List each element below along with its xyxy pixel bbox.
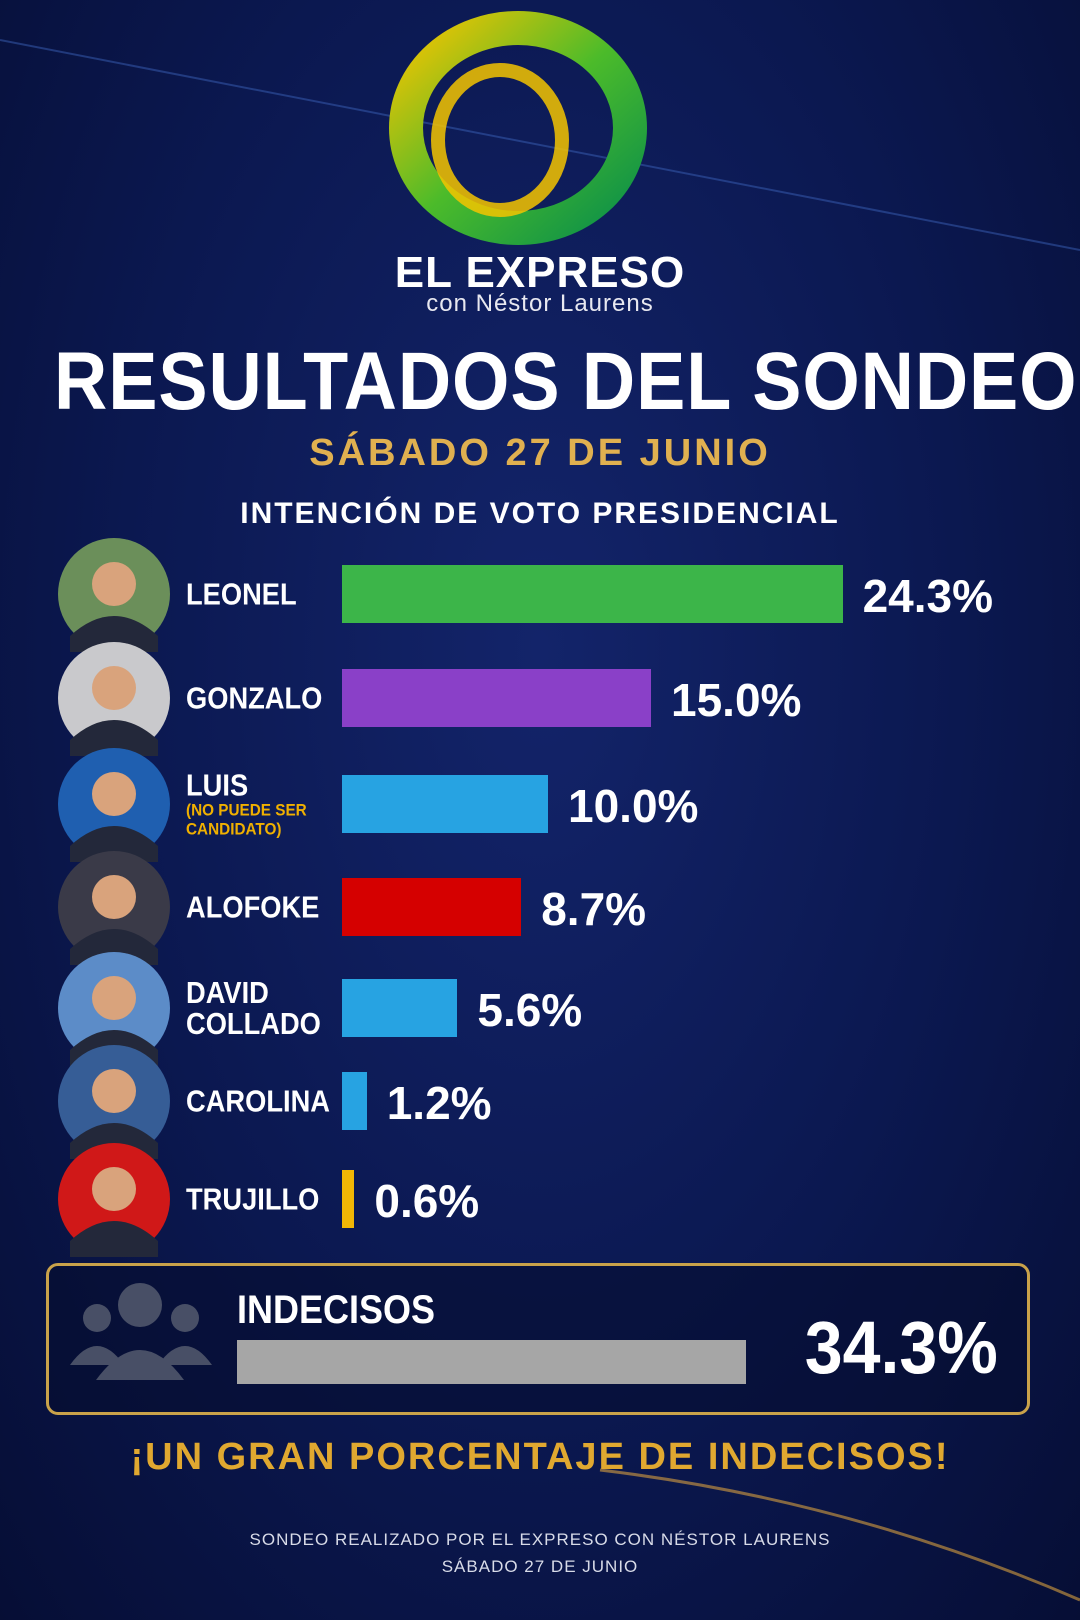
category-label: DAVID COLLADO — [186, 975, 321, 1041]
brand: EL EXPRESO — [394, 248, 686, 297]
category-label: CAROLINA — [186, 1083, 330, 1119]
avatar-image — [58, 851, 170, 965]
category-group: CAROLINA — [186, 1086, 346, 1117]
avatar — [56, 536, 172, 652]
category-group: LUIS (NO PUEDE SER CANDIDATO) — [186, 770, 346, 839]
avatar — [56, 640, 172, 756]
undecided-box — [46, 1263, 1030, 1415]
category-group: GONZALO — [186, 683, 346, 714]
value-label: 5.6% — [477, 984, 583, 1036]
undecided-label: INDECISOS — [237, 1288, 436, 1332]
bar — [342, 565, 843, 623]
category-note: (NO PUEDE SER CANDIDATO) — [186, 800, 307, 839]
category-group: DAVID COLLADO — [186, 977, 346, 1039]
avatar — [56, 849, 172, 965]
avatar-image — [58, 642, 170, 756]
undecided-value: 34.3% — [804, 1306, 998, 1389]
value-label: 8.7% — [541, 883, 647, 935]
avatar — [56, 1141, 172, 1257]
category-label: TRUJILLO — [186, 1181, 320, 1217]
brand-sub: con Néstor Laurens — [426, 290, 654, 317]
footer-line: SÁBADO 27 DE JUNIO — [441, 1557, 639, 1576]
callout: ¡UN GRAN PORCENTAJE DE INDECISOS! — [130, 1436, 950, 1478]
bar — [342, 1072, 367, 1130]
avatar-image — [58, 538, 170, 652]
avatar — [56, 1043, 172, 1159]
value-label: 1.2% — [386, 1077, 492, 1129]
chart-title: INTENCIÓN DE VOTO PRESIDENCIAL — [240, 497, 840, 530]
footer-line: SONDEO REALIZADO POR EL EXPRESO CON NÉST… — [249, 1530, 831, 1549]
bar — [342, 1170, 355, 1228]
bar — [342, 669, 651, 727]
value-label: 24.3% — [862, 570, 994, 622]
undecided-bar — [237, 1340, 747, 1384]
category-label: LEONEL — [186, 576, 297, 612]
category-group: LEONEL — [186, 579, 346, 610]
category-label: ALOFOKE — [186, 889, 320, 925]
bar — [342, 979, 458, 1037]
bar — [342, 878, 522, 936]
value-label: 10.0% — [568, 780, 699, 832]
avatar-image — [58, 1143, 170, 1257]
category-label: GONZALO — [186, 680, 323, 716]
title: RESULTADOS DEL SONDEO — [54, 336, 1078, 427]
avatar-image — [58, 1045, 170, 1159]
avatar — [56, 746, 172, 862]
date: SÁBADO 27 DE JUNIO — [309, 432, 771, 474]
category-group: TRUJILLO — [186, 1184, 346, 1215]
category-group: ALOFOKE — [186, 892, 346, 923]
avatar-image — [58, 748, 170, 862]
value-label: 0.6% — [374, 1175, 480, 1227]
category-label: LUIS — [186, 767, 249, 803]
value-label: 15.0% — [671, 674, 802, 726]
bar — [342, 775, 548, 833]
